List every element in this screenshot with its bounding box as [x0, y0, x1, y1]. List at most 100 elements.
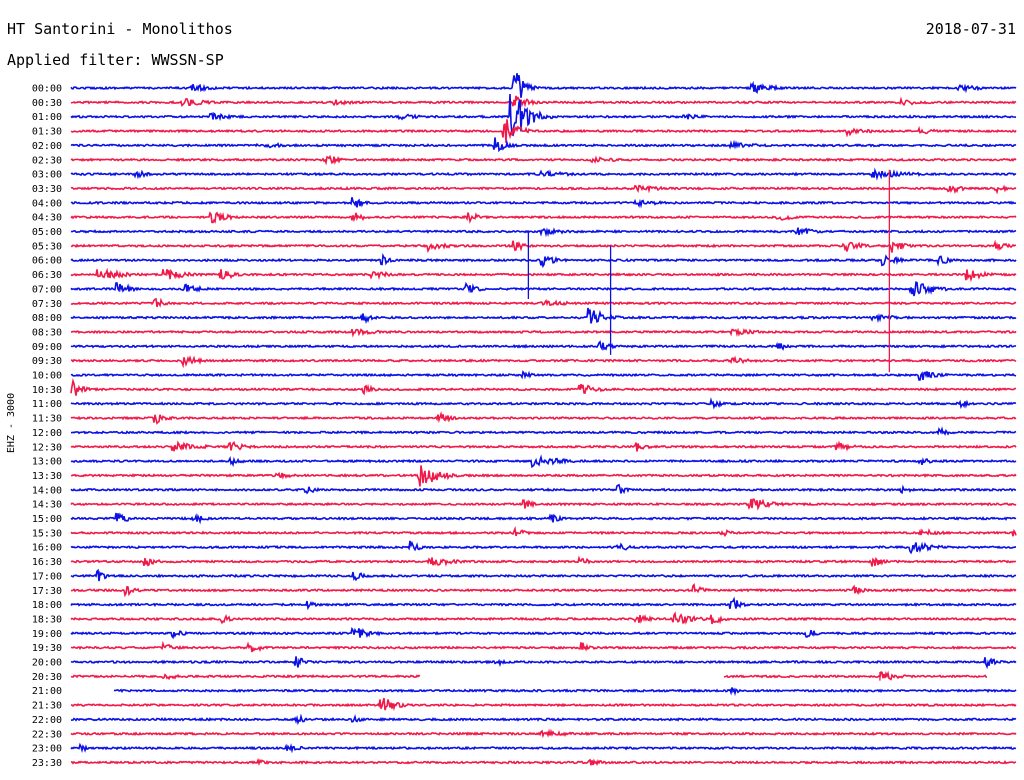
- trace-1200: [70, 426, 1017, 436]
- trace-label-0700: 07:00: [32, 284, 62, 295]
- trace-label-0830: 08:30: [32, 327, 62, 338]
- trace-0330: [70, 184, 1017, 195]
- trace-label-1030: 10:30: [32, 385, 62, 396]
- trace-label-2330: 23:30: [32, 758, 62, 769]
- trace-0600: [70, 252, 1017, 269]
- trace-2000: [70, 656, 1017, 670]
- trace-label-2000: 20:00: [32, 658, 62, 669]
- trace-2130: [71, 697, 1017, 712]
- trace-label-0130: 01:30: [32, 127, 62, 138]
- trace-label-0500: 05:00: [32, 227, 62, 238]
- trace-0230: [70, 154, 1017, 166]
- trace-label-2100: 21:00: [32, 686, 62, 697]
- trace-label-1700: 17:00: [32, 571, 62, 582]
- trace-0700: [70, 281, 1017, 297]
- trace-2030: [70, 670, 988, 681]
- trace-0930: [71, 355, 1017, 369]
- trace-label-1300: 13:00: [32, 457, 62, 468]
- trace-1430: [70, 498, 1017, 511]
- station-title: HT Santorini - Monolithos: [7, 20, 233, 38]
- trace-1330: [70, 465, 1017, 487]
- trace-label-1900: 19:00: [32, 629, 62, 640]
- trace-label-1230: 12:30: [32, 442, 62, 453]
- trace-label-1400: 14:00: [32, 485, 62, 496]
- trace-2100: [113, 687, 1017, 697]
- trace-label-0100: 01:00: [32, 112, 62, 123]
- trace-label-0530: 05:30: [32, 241, 62, 252]
- trace-label-0630: 06:30: [32, 270, 62, 281]
- trace-label-0800: 08:00: [32, 313, 62, 324]
- trace-label-0330: 03:30: [32, 184, 62, 195]
- trace-label-1800: 18:00: [32, 600, 62, 611]
- trace-label-0300: 03:00: [32, 170, 62, 181]
- trace-0030: [70, 95, 1017, 108]
- trace-0200: [70, 137, 1017, 153]
- trace-1130: [70, 410, 1017, 425]
- trace-label-1830: 18:30: [32, 614, 62, 625]
- trace-2300: [70, 742, 1017, 754]
- trace-1700: [70, 568, 1017, 582]
- trace-1500: [70, 512, 1017, 525]
- trace-1630: [70, 555, 1017, 567]
- trace-1730: [71, 583, 1017, 598]
- filter-label: Applied filter: WWSSN-SP: [7, 51, 224, 69]
- trace-label-0230: 02:30: [32, 155, 62, 166]
- trace-0500: [70, 227, 1017, 238]
- trace-1530: [70, 525, 1017, 538]
- trace-1900: [70, 626, 1017, 640]
- trace-label-0900: 09:00: [32, 342, 62, 353]
- trace-1030: [70, 378, 1017, 396]
- trace-label-0400: 04:00: [32, 198, 62, 209]
- trace-0800: [70, 307, 1017, 325]
- trace-1930: [70, 640, 1017, 653]
- trace-label-1000: 10:00: [32, 371, 62, 382]
- trace-label-1530: 15:30: [32, 528, 62, 539]
- trace-label-2200: 22:00: [32, 715, 62, 726]
- trace-label-1730: 17:30: [32, 586, 62, 597]
- trace-0430: [70, 211, 1017, 224]
- trace-1830: [70, 611, 1017, 625]
- trace-label-1430: 14:30: [32, 500, 62, 511]
- trace-1300: [70, 454, 1017, 469]
- trace-label-2030: 20:30: [32, 672, 62, 683]
- trace-1800: [70, 596, 1017, 611]
- trace-label-1630: 16:30: [32, 557, 62, 568]
- trace-0630: [70, 267, 1017, 283]
- trace-label-0000: 00:00: [32, 84, 62, 95]
- trace-0000: [70, 73, 1017, 98]
- trace-1100: [70, 397, 1017, 410]
- trace-label-1130: 11:30: [32, 414, 62, 425]
- trace-2230: [70, 728, 1017, 739]
- trace-0400: [70, 197, 1017, 209]
- trace-label-0600: 06:00: [32, 256, 62, 267]
- trace-label-2230: 22:30: [32, 729, 62, 740]
- trace-0830: [70, 327, 1017, 338]
- trace-label-1930: 19:30: [32, 643, 62, 654]
- trace-label-1330: 13:30: [32, 471, 62, 482]
- trace-0530: [71, 239, 1017, 253]
- trace-0100: [70, 93, 1017, 137]
- trace-label-2130: 21:30: [32, 701, 62, 712]
- trace-1600: [70, 540, 1017, 555]
- trace-label-0730: 07:30: [32, 299, 62, 310]
- trace-label-0200: 02:00: [32, 141, 62, 152]
- trace-1230: [70, 440, 1017, 452]
- trace-label-2300: 23:00: [32, 744, 62, 755]
- trace-label-0030: 00:30: [32, 98, 62, 109]
- trace-label-1200: 12:00: [32, 428, 62, 439]
- trace-0300: [70, 167, 1017, 181]
- trace-label-1100: 11:00: [32, 399, 62, 410]
- trace-label-0930: 09:30: [32, 356, 62, 367]
- trace-1400: [70, 483, 1017, 495]
- trace-2330: [71, 757, 1017, 767]
- trace-label-0430: 04:30: [32, 213, 62, 224]
- trace-0130: [70, 119, 1017, 143]
- trace-0730: [70, 297, 1017, 308]
- trace-0900: [70, 340, 1017, 351]
- trace-label-1600: 16:00: [32, 543, 62, 554]
- trace-1000: [70, 370, 1017, 381]
- record-date: 2018-07-31: [925, 20, 1016, 38]
- trace-2200: [70, 713, 1017, 726]
- trace-label-1500: 15:00: [32, 514, 62, 525]
